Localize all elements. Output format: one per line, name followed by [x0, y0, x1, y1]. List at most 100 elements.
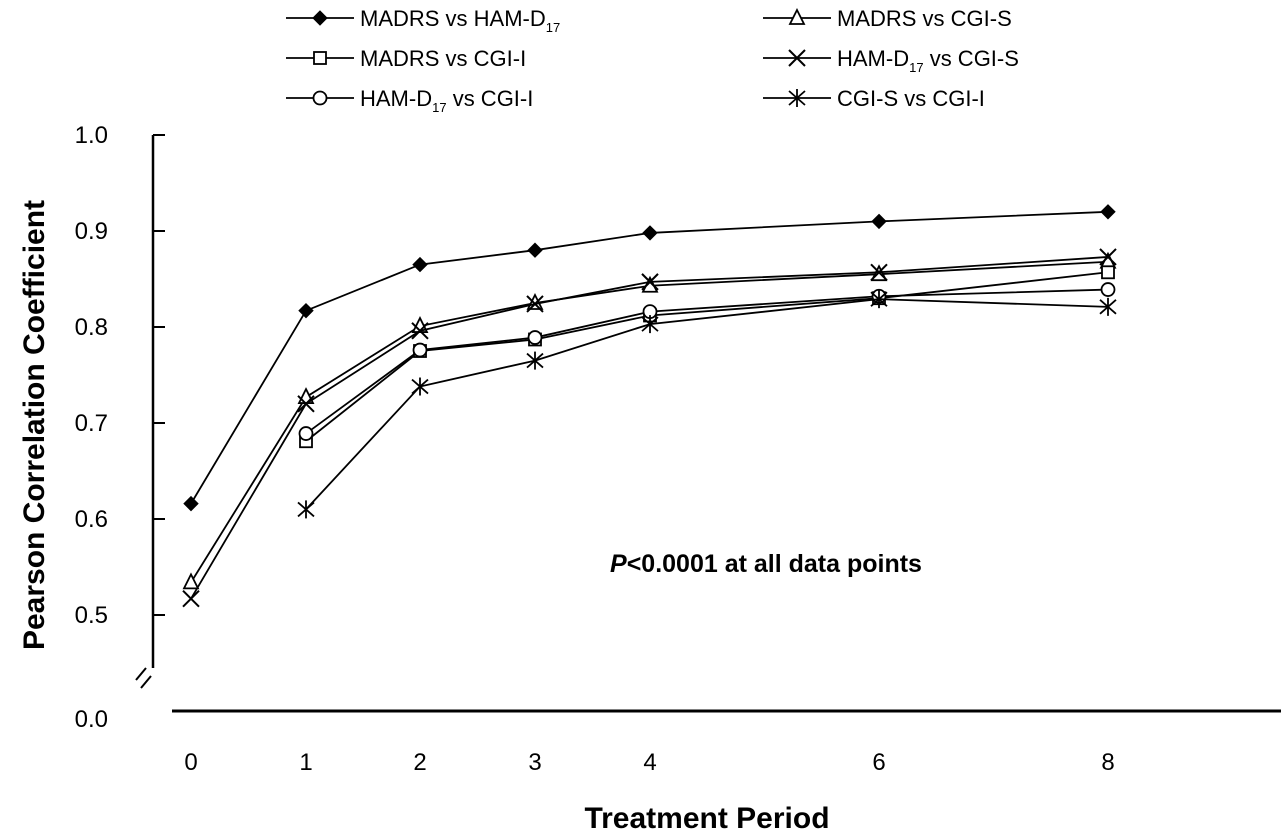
data-point: [526, 351, 544, 370]
triangle-marker: [182, 572, 200, 590]
legend-label: MADRS vs CGI-S: [837, 6, 1012, 31]
y-tick-label: 0.0: [75, 706, 108, 733]
y-tick-label: 0.7: [75, 410, 108, 437]
data-point: [183, 495, 199, 512]
series-4: [182, 248, 1117, 608]
asterisk-marker: [870, 291, 888, 307]
series-1: [183, 204, 1116, 512]
diamond-marker: [527, 242, 543, 258]
data-point: [298, 302, 314, 319]
triangle-marker: [788, 7, 806, 25]
square-marker: [313, 51, 327, 65]
series-6: [297, 290, 1117, 519]
series-line: [305, 271, 1109, 442]
data-point: [788, 49, 806, 67]
data-point: [312, 10, 328, 26]
legend-item: MADRS vs CGI-I: [286, 46, 526, 71]
data-point: [642, 225, 658, 241]
x-marker: [1099, 248, 1117, 266]
data-point: [870, 290, 888, 309]
x-tick-label: 6: [872, 749, 885, 776]
diamond-marker: [1100, 204, 1116, 220]
x-tick-label: 1: [299, 749, 312, 776]
data-point: [297, 395, 315, 413]
data-point: [1099, 297, 1117, 316]
legend-item: CGI-S vs CGI-I: [763, 86, 985, 111]
y-axis-title: Pearson Correlation Coefficient: [18, 200, 51, 650]
data-point: [411, 377, 429, 396]
asterisk-marker: [297, 501, 315, 518]
data-point: [788, 7, 806, 25]
diamond-marker: [412, 256, 428, 273]
asterisk-marker: [411, 378, 429, 395]
data-point: [1100, 282, 1116, 297]
x-tick-label: 8: [1101, 749, 1114, 776]
x-marker: [297, 395, 315, 413]
data-point: [870, 263, 888, 281]
y-tick-label: 0.6: [75, 506, 108, 533]
asterisk-marker: [526, 352, 544, 369]
asterisk-marker: [788, 90, 806, 106]
data-point: [871, 213, 887, 230]
x-tick-label: 2: [413, 749, 426, 776]
legend-item: MADRS vs CGI-S: [763, 6, 1012, 31]
circle-marker: [312, 90, 328, 106]
data-point: [313, 51, 327, 65]
diamond-marker: [298, 302, 314, 319]
x-tick-label: 0: [184, 749, 197, 776]
x-tick-label: 4: [643, 749, 656, 776]
series-line: [305, 298, 1109, 511]
series-line: [305, 288, 1109, 435]
y-tick-label: 0.8: [75, 314, 108, 341]
data-point: [1100, 204, 1116, 220]
series-line: [190, 210, 1109, 505]
x-tick-label: 3: [528, 749, 541, 776]
data-point: [527, 242, 543, 258]
x-marker: [411, 322, 429, 340]
x-marker: [641, 273, 659, 291]
data-point: [527, 330, 543, 345]
circle-marker: [412, 342, 428, 358]
circle-marker: [298, 426, 314, 441]
x-marker: [182, 589, 200, 608]
legend-label: HAM-D17 vs CGI-S: [837, 46, 1019, 75]
y-tick-label: 1.0: [75, 122, 108, 149]
x-marker: [870, 263, 888, 281]
axis-break-mark: [140, 675, 152, 689]
y-tick-label: 0.5: [75, 602, 108, 629]
data-point: [1099, 248, 1117, 266]
diamond-marker: [871, 213, 887, 230]
data-point: [312, 90, 328, 106]
legend-label: HAM-D17 vs CGI-I: [360, 86, 533, 115]
data-point: [298, 426, 314, 441]
legend-item: MADRS vs HAM-D17: [286, 6, 560, 35]
data-point: [526, 295, 544, 313]
diamond-marker: [183, 495, 199, 512]
legend-label: MADRS vs CGI-I: [360, 46, 526, 71]
diamond-marker: [642, 225, 658, 241]
legend-item: HAM-D17 vs CGI-I: [286, 86, 533, 115]
circle-marker: [1100, 282, 1116, 297]
data-point: [641, 273, 659, 291]
data-point: [182, 572, 200, 590]
x-axis-title: Treatment Period: [584, 802, 829, 835]
legend-item: HAM-D17 vs CGI-S: [763, 46, 1019, 75]
x-marker: [526, 295, 544, 313]
data-point: [1101, 265, 1115, 280]
data-point: [788, 89, 806, 107]
asterisk-marker: [1099, 299, 1117, 315]
y-tick-label: 0.9: [75, 218, 108, 245]
data-point: [641, 315, 659, 334]
data-point: [182, 589, 200, 608]
data-point: [412, 256, 428, 273]
legend-label: CGI-S vs CGI-I: [837, 86, 985, 111]
data-point: [411, 322, 429, 340]
x-marker: [788, 49, 806, 67]
legend-label: MADRS vs HAM-D17: [360, 6, 560, 35]
series-5: [298, 282, 1116, 441]
significance-annotation: P<0.0001 at all data points: [610, 550, 922, 578]
data-point: [412, 342, 428, 358]
asterisk-marker: [641, 316, 659, 332]
